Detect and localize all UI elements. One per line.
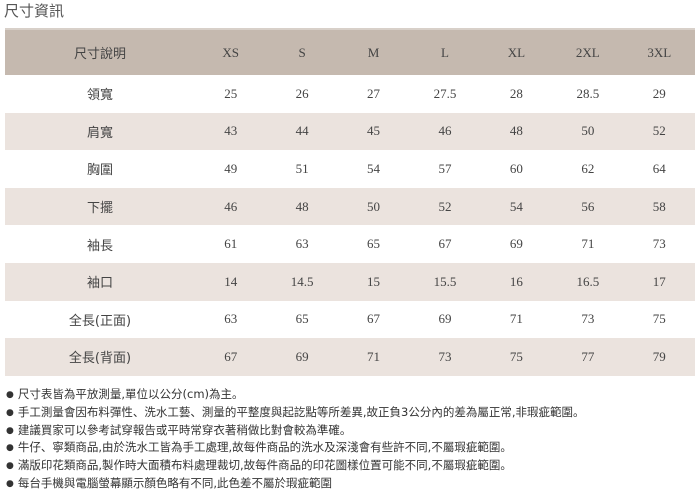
table-row: 全長(背面) 67 69 71 73 75 77 79 [5,338,695,376]
size-value: 71 [337,338,410,376]
size-value: 48 [480,112,553,151]
row-label: 領寬 [86,88,113,104]
row-label: 下擺 [5,187,195,226]
size-value: 75 [480,338,553,376]
size-value: 51 [295,160,309,176]
table-row: 全長(正面) 63 65 67 69 71 73 75 [5,301,695,339]
note-item: 尺寸表皆為平放測量,單位以公分(cm)為主。 [6,386,584,404]
row-label: 全長(背面) [5,338,195,376]
size-value: 43 [195,112,267,151]
size-value: 69 [509,236,523,252]
table-row: 袖口 14 14.5 15 15.5 16 16.5 17 [5,262,695,301]
header-size: S [266,28,338,75]
size-value: 63 [295,236,309,252]
table-header-row: 尺寸說明 XS S M L XL 2XL 3XL [5,28,695,75]
note-item: 建議買家可以參考試穿報告或平時常穿衣著稍做比對會較為準確。 [6,422,584,440]
header-size: XS [195,28,267,75]
header-size: L [409,28,481,75]
note-item: 滿版印花類商品,製作時大面積布料處理裁切,故每件商品的印花圖樣位置可能不同,不屬… [6,457,584,475]
size-value: 65 [295,311,309,327]
row-label: 袖長 [86,238,113,254]
size-value: 52 [623,112,695,151]
size-value: 54 [367,160,381,176]
row-label: 全長(正面) [68,313,132,329]
size-value: 67 [438,236,452,252]
size-value: 65 [367,236,381,252]
row-label: 肩寬 [5,112,195,151]
size-value: 71 [509,311,523,327]
size-value: 27.5 [433,85,457,101]
size-value: 27 [367,85,381,101]
header-size: 3XL [623,28,695,75]
size-notes: 尺寸表皆為平放測量,單位以公分(cm)為主。手工測量會因布料彈性、洗水工藝、測量… [6,386,585,493]
size-value: 14 [195,262,267,301]
size-value: 73 [581,311,595,327]
table-row: 領寬 25 26 27 27.5 28 28.5 29 [5,75,695,113]
row-label: 袖口 [5,262,195,301]
size-value: 58 [623,187,695,226]
note-item: 手工測量會因布料彈性、洗水工藝、測量的平整度與起訖點等所差異,故正負3公分內的差… [6,404,585,422]
note-item: 每台手機與電腦螢幕顯示顏色略有不同,此色差不屬於瑕疵範圍 [6,475,584,493]
size-value: 52 [409,187,481,226]
size-value: 14.5 [266,262,338,301]
header-label: 尺寸說明 [5,28,195,75]
size-value: 77 [552,338,624,376]
size-value: 46 [195,187,267,226]
table-row: 袖長 61 63 65 67 69 71 73 [5,225,695,263]
size-value: 67 [367,311,381,327]
size-value: 46 [409,112,481,151]
note-item: 牛仔、寧類商品,由於洗水工皆為手工處理,故每件商品的洗水及深淺會有些許不同,不屬… [6,439,584,457]
header-size: XL [480,28,553,75]
size-value: 69 [266,338,338,376]
table-row: 胸圍 49 51 54 57 60 62 64 [5,150,695,188]
size-value: 45 [337,112,410,151]
size-value: 17 [623,262,695,301]
table-row: 下擺 46 48 50 52 54 56 58 [5,187,695,226]
size-value: 56 [552,187,624,226]
size-value: 54 [480,187,553,226]
size-value: 28 [509,85,523,101]
size-value: 29 [652,85,666,101]
row-label: 胸圍 [86,163,113,179]
size-value: 73 [652,236,666,252]
size-value: 63 [224,311,238,327]
header-size: 2XL [552,28,624,75]
size-value: 48 [266,187,338,226]
size-value: 25 [224,85,238,101]
size-value: 62 [581,160,595,176]
size-value: 64 [652,160,666,176]
size-value: 67 [195,338,267,376]
size-value: 71 [581,236,595,252]
size-value: 73 [409,338,481,376]
size-value: 49 [224,160,238,176]
size-value: 15 [337,262,410,301]
size-table: 尺寸說明 XS S M L XL 2XL 3XL 領寬 25 26 27 27.5 28 28.5 29 肩寬… [5,28,695,376]
size-value: 79 [623,338,695,376]
size-value: 60 [509,160,523,176]
size-value: 26 [295,85,309,101]
size-value: 50 [552,112,624,151]
table-row: 肩寬 43 44 45 46 48 50 52 [5,112,695,151]
section-title: 尺寸資訊 [4,2,65,20]
size-value: 16.5 [552,262,624,301]
size-value: 61 [224,236,238,252]
size-value: 16 [480,262,553,301]
size-value: 69 [438,311,452,327]
size-value: 28.5 [576,85,600,101]
header-size: M [337,28,410,75]
size-value: 57 [438,160,452,176]
size-value: 15.5 [409,262,481,301]
size-value: 50 [337,187,410,226]
size-value: 75 [652,311,666,327]
size-value: 44 [266,112,338,151]
